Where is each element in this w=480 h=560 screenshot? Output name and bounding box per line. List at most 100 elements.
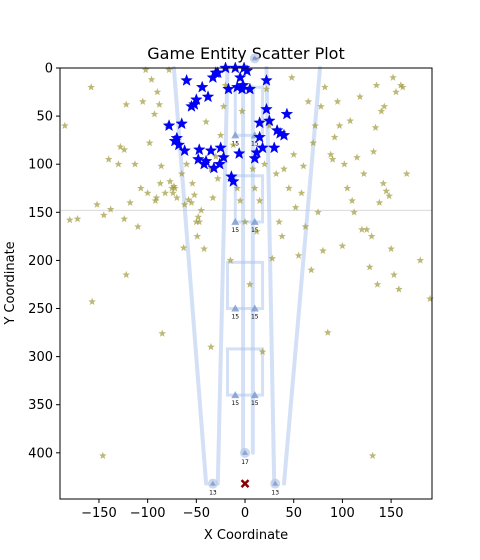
blue-star-2 (172, 138, 186, 151)
olive-star-138 (398, 83, 407, 91)
olive-star-69 (236, 196, 244, 204)
chart-title: Game Entity Scatter Plot (147, 44, 344, 63)
olive-star-19 (137, 184, 145, 192)
olive-star-61 (212, 152, 220, 160)
olive-star-131 (385, 191, 393, 200)
blue-star-3 (162, 119, 176, 132)
blue-star-11 (193, 143, 206, 156)
olive-star-46 (182, 160, 191, 168)
olive-star-41 (173, 193, 181, 202)
olive-star-113 (350, 208, 358, 216)
blue-star-26 (225, 170, 238, 183)
cross-marker (240, 479, 250, 488)
blue-star-31 (233, 71, 247, 83)
olive-star-80 (265, 121, 274, 129)
olive-star-137 (397, 81, 405, 89)
olive-star-81 (268, 254, 277, 262)
olive-star-118 (362, 225, 371, 233)
olive-star-120 (367, 232, 376, 240)
olive-star-68 (233, 184, 242, 192)
y-tick-label: 350 (28, 398, 53, 413)
olive-star-139 (402, 169, 411, 178)
olive-star-123 (371, 123, 380, 131)
blue-star-22 (214, 141, 227, 154)
olive-star-67 (229, 140, 238, 149)
lane-layer (171, 66, 322, 486)
olive-star-43 (177, 169, 186, 178)
olive-star-93 (301, 222, 310, 230)
olive-star-97 (311, 121, 319, 129)
x-axis: −150 −100 −50 0 50 100 150 (81, 499, 404, 521)
olive-star-25 (150, 110, 159, 118)
olive-star-2 (73, 215, 82, 223)
tower-triangle-2 (231, 217, 240, 225)
olive-star-64 (219, 102, 228, 110)
olive-star-35 (165, 65, 173, 74)
x-tick-label: 50 (285, 506, 302, 521)
y-tick-label: 150 (28, 206, 53, 221)
x-axis-label: X Coordinate (204, 528, 288, 543)
olive-star-22 (143, 189, 152, 197)
blue-star-25 (222, 82, 235, 95)
blue-star-35 (240, 64, 254, 77)
olive-star-130 (382, 187, 391, 195)
base-label-2: 13 (271, 490, 279, 497)
series-layer (61, 61, 434, 459)
x-tick-label: −50 (183, 506, 210, 521)
olive-star-71 (241, 217, 249, 226)
x-tick-label: −150 (81, 506, 117, 521)
olive-star-52 (193, 232, 202, 240)
blue-star-1 (170, 131, 184, 144)
olive-star-114 (353, 153, 361, 161)
olive-star-77 (258, 347, 267, 356)
marker-layer: 1515151515151515171313 (207, 53, 281, 497)
base-triangle-0 (242, 449, 249, 455)
base-triangle-1 (209, 480, 216, 486)
olive-star-37 (168, 184, 176, 192)
y-tick-label: 50 (36, 110, 53, 125)
y-axis-label: Y Coordinate (3, 241, 18, 325)
plot-background (60, 68, 432, 499)
olive-star-49 (188, 179, 197, 187)
olive-star-141 (426, 294, 434, 303)
olive-star-15 (122, 270, 131, 279)
blue-star-44 (263, 114, 276, 127)
olive-star-72 (246, 280, 254, 288)
olive-star-115 (356, 92, 364, 101)
olive-star-39 (170, 182, 178, 190)
olive-star-7 (100, 211, 108, 219)
olive-star-9 (106, 205, 115, 213)
olive-star-82 (272, 169, 280, 178)
olive-star-101 (321, 83, 329, 91)
blue-star-10 (192, 152, 205, 165)
x-tick-label: 100 (330, 506, 355, 521)
olive-star-122 (369, 147, 378, 155)
tower-label-4: 15 (231, 314, 239, 321)
olive-star-74 (250, 184, 259, 192)
olive-star-51 (192, 217, 201, 226)
olive-star-1 (65, 216, 74, 224)
olive-star-105 (330, 133, 339, 141)
blue-star-15 (201, 90, 215, 103)
olive-star-136 (395, 285, 403, 293)
x-tick-label: 150 (379, 506, 404, 521)
olive-star-18 (134, 222, 142, 230)
tower-label-5: 15 (251, 314, 259, 321)
tower-label-7: 15 (251, 400, 259, 407)
olive-star-106 (333, 97, 342, 105)
olive-star-117 (360, 169, 368, 178)
olive-star-140 (416, 256, 425, 264)
olive-star-32 (158, 329, 167, 337)
olive-star-112 (348, 196, 356, 204)
olive-star-63 (216, 131, 225, 139)
olive-star-94 (304, 97, 313, 105)
blue-star-39 (253, 130, 266, 143)
olive-star-5 (93, 200, 101, 208)
olive-star-121 (368, 451, 377, 459)
x-tick-label: 0 (241, 506, 249, 521)
olive-star-116 (358, 225, 366, 233)
olive-star-20 (138, 97, 147, 105)
olive-star-0 (61, 121, 69, 129)
tower-triangle-5 (250, 304, 259, 312)
olive-star-124 (372, 81, 381, 89)
